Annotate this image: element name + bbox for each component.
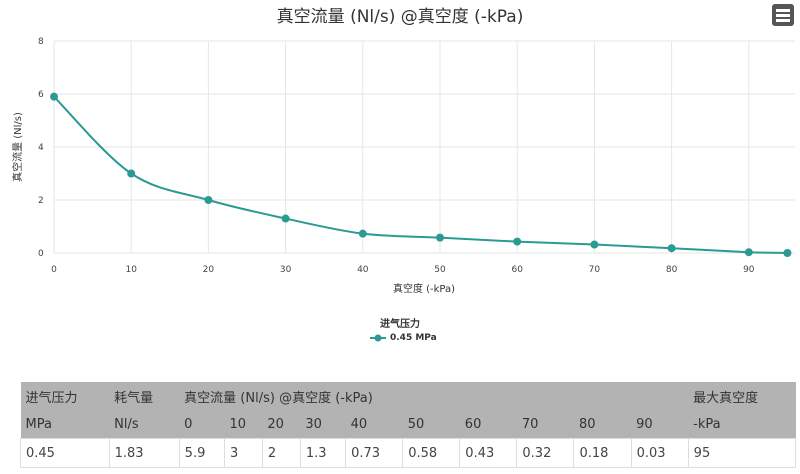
data-point[interactable] (667, 244, 676, 253)
data-point[interactable] (281, 214, 290, 223)
table-cell: 1.83 (108, 438, 180, 468)
table-cell: 2 (261, 438, 301, 468)
y-tick-label: 6 (38, 90, 44, 100)
table-cell: 95 (687, 438, 797, 468)
data-point[interactable] (50, 92, 58, 101)
x-tick-label: 60 (511, 265, 523, 275)
header-cell: 最大真空度 (688, 382, 796, 410)
table-row: 0.45 1.83 5.9 3 2 1.3 0.73 0.58 0.43 0.32 0.18 0.03… (20, 438, 797, 468)
hamburger-menu-icon[interactable] (772, 4, 794, 26)
x-tick-label: 50 (434, 265, 446, 275)
x-tick-label: 20 (203, 265, 215, 275)
x-tick-label: 80 (666, 265, 678, 275)
header-cell: 进气压力 (20, 382, 110, 410)
header-cell: -kPa (688, 410, 796, 439)
y-tick-label: 8 (38, 37, 44, 47)
header-cell: 80 (573, 410, 632, 439)
legend-label: 0.45 MPa (390, 333, 437, 343)
table-cell: 0.32 (516, 438, 575, 468)
data-point[interactable] (513, 237, 522, 246)
data-point[interactable] (358, 229, 367, 238)
data-point[interactable] (204, 196, 213, 204)
x-tick-label: 70 (589, 265, 601, 275)
header-cell: Nl/s (109, 410, 180, 439)
x-tick-label: 30 (280, 265, 292, 275)
data-point[interactable] (436, 233, 444, 242)
header-cell: 20 (262, 410, 301, 439)
header-row-2: MPa Nl/s 0 10 20 30 40 50 60 70 80 90 -kPa (20, 410, 796, 439)
header-cell: 40 (345, 410, 403, 439)
header-cell: 30 (300, 410, 346, 439)
series-line (53, 95, 788, 254)
x-tick-label: 90 (743, 265, 755, 275)
table-cell: 5.9 (178, 438, 225, 468)
y-tick-label: 0 (38, 249, 44, 259)
header-cell: 70 (516, 410, 574, 439)
y-tick-label: 2 (38, 196, 44, 206)
x-tick-label: 0 (51, 265, 57, 275)
header-cell: 真空流量 (Nl/s) @真空度 (-kPa) (179, 382, 689, 410)
header-cell: MPa (20, 410, 110, 439)
legend-item[interactable]: 0.45 MPa (370, 333, 437, 343)
table-cell: 0.73 (345, 438, 404, 468)
y-tick-label: 4 (38, 143, 44, 153)
x-tick-label: 40 (357, 265, 369, 275)
data-point[interactable] (783, 249, 792, 257)
data-point[interactable] (590, 240, 599, 249)
header-cell: 50 (402, 410, 460, 439)
header-cell: 10 (224, 410, 263, 439)
header-cell: 90 (631, 410, 689, 439)
header-row-1: 进气压力 耗气量 真空流量 (Nl/s) @真空度 (-kPa) 最大真空度 (20, 382, 796, 410)
x-axis-label: 真空度 (-kPa) (393, 282, 455, 295)
table-cell: 0.43 (459, 438, 518, 468)
table-cell: 0.58 (402, 438, 461, 468)
table-cell: 0.03 (630, 438, 689, 468)
table-cell: 3 (223, 438, 263, 468)
chart-title: 真空流量 (Nl/s) @真空度 (-kPa) (276, 7, 524, 27)
table-cell: 1.3 (299, 438, 347, 468)
spec-table: 进气压力 耗气量 真空流量 (Nl/s) @真空度 (-kPa) 最大真空度 M… (20, 382, 797, 468)
data-point[interactable] (744, 248, 753, 257)
table-cell: 0.18 (573, 438, 632, 468)
legend-title: 进气压力 (380, 319, 420, 330)
data-point[interactable] (127, 169, 136, 178)
header-cell: 耗气量 (109, 382, 180, 410)
header-cell: 60 (459, 410, 517, 439)
table-cell: 0.45 (20, 438, 110, 468)
x-tick-label: 10 (125, 265, 137, 275)
y-axis-label: 真空流量 (Nl/s) (11, 112, 24, 182)
header-cell: 0 (179, 410, 225, 439)
